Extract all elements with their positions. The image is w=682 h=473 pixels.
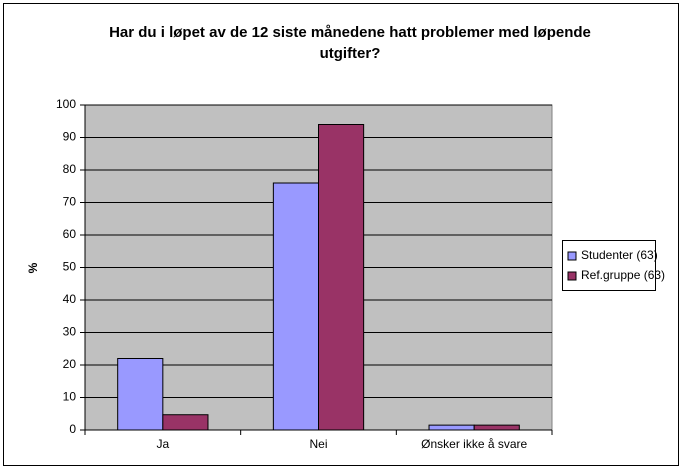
x-tick-label: Ja (156, 437, 169, 451)
legend-box (562, 240, 656, 291)
legend-swatch (567, 251, 577, 261)
y-tick-label: 60 (63, 227, 77, 241)
y-tick-label: 50 (63, 260, 77, 274)
bar (473, 424, 520, 431)
y-tick-label: 20 (63, 357, 77, 371)
bar (272, 182, 319, 431)
x-tick-label: Nei (309, 437, 327, 451)
y-tick-label: 10 (63, 390, 77, 404)
y-tick-label: 70 (63, 195, 77, 209)
bar (428, 424, 475, 431)
legend-label: Ref.gruppe (63) (581, 268, 665, 282)
legend-label: Studenter (63) (581, 248, 658, 262)
y-axis-label: % (26, 262, 40, 273)
chart-title: Har du i løpet av de 12 siste månedene h… (109, 24, 591, 62)
bar (318, 124, 365, 431)
x-tick-label: Ønsker ikke å svare (421, 437, 527, 451)
bar (162, 414, 209, 431)
y-tick-label: 90 (63, 130, 77, 144)
y-tick-label: 40 (63, 292, 77, 306)
y-tick-label: 0 (69, 422, 76, 436)
y-tick-label: 30 (63, 325, 77, 339)
legend-swatch (567, 271, 577, 281)
bar (117, 358, 164, 431)
y-tick-label: 100 (56, 97, 76, 111)
y-tick-label: 80 (63, 162, 77, 176)
